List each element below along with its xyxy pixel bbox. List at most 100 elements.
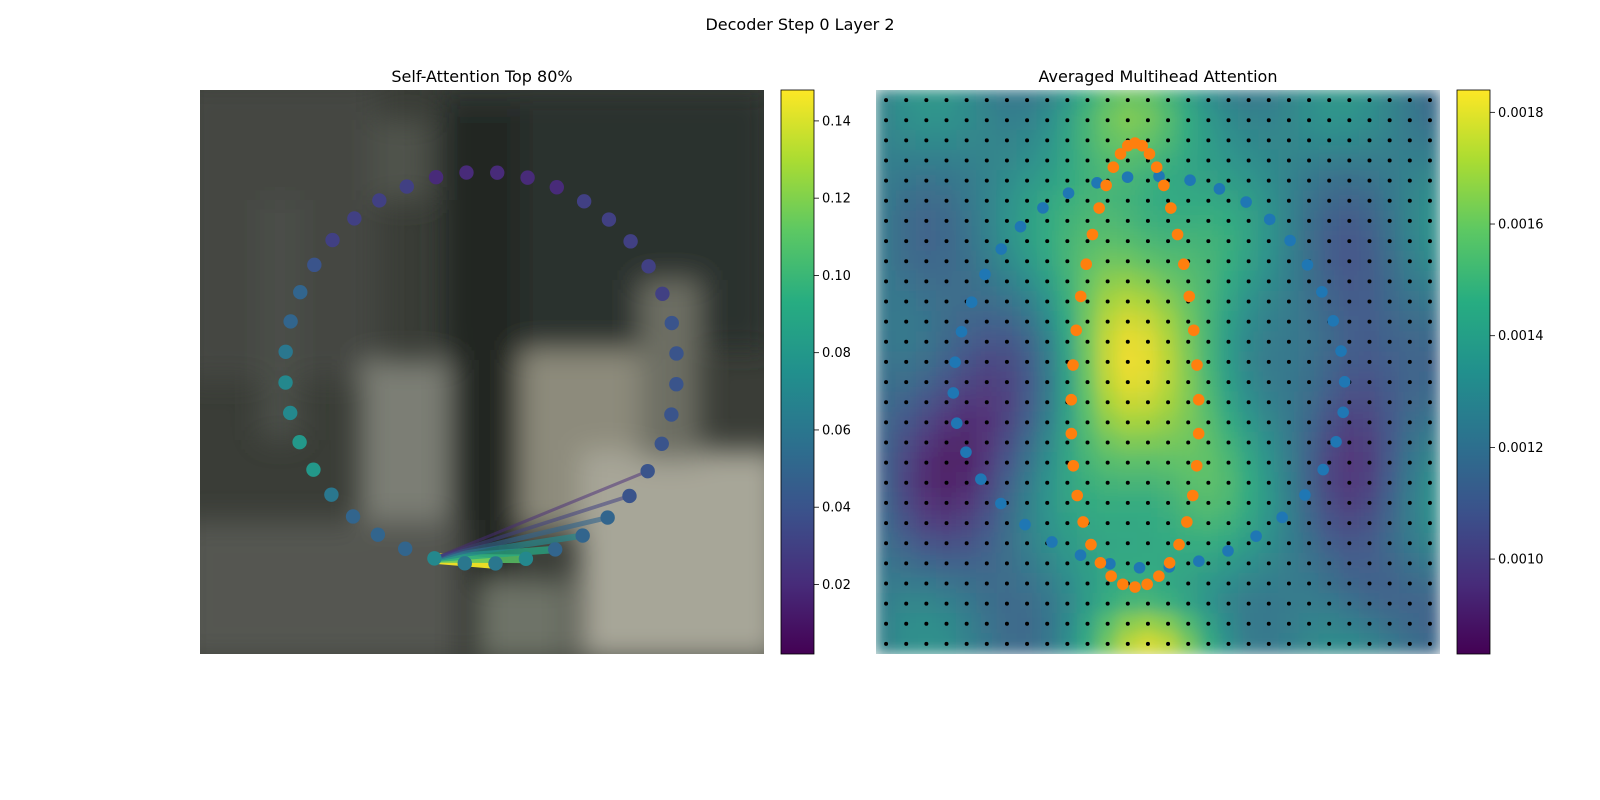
reference-dot xyxy=(1105,138,1110,143)
reference-dot xyxy=(1065,581,1070,586)
reference-dot xyxy=(1427,359,1432,364)
reference-dot xyxy=(1085,218,1090,223)
reference-dot xyxy=(1025,500,1030,505)
contour-point xyxy=(324,487,339,502)
reference-dot xyxy=(1186,480,1191,485)
reference-dot xyxy=(1246,420,1251,425)
reference-dot xyxy=(1307,178,1312,183)
reference-dot xyxy=(1407,521,1412,526)
reference-dot xyxy=(1266,521,1271,526)
reference-dot xyxy=(1125,339,1130,344)
reference-dot xyxy=(1025,299,1030,304)
reference-dot xyxy=(1266,440,1271,445)
reference-dot xyxy=(964,541,969,546)
reference-dot xyxy=(1125,98,1130,103)
right-colorbar-tick-label: 0.0016 xyxy=(1498,218,1544,233)
reference-dot xyxy=(1347,460,1352,465)
ground-truth-point xyxy=(1177,258,1190,271)
contour-point xyxy=(307,257,322,273)
reference-dot xyxy=(904,118,909,123)
reference-dot xyxy=(1025,198,1030,203)
reference-dot xyxy=(1427,319,1432,324)
reference-dot xyxy=(944,118,949,123)
reference-dot xyxy=(1025,178,1030,183)
reference-dot xyxy=(1367,541,1372,546)
reference-dot xyxy=(884,500,889,505)
reference-dot xyxy=(1427,118,1432,123)
reference-dot xyxy=(984,259,989,264)
reference-dot xyxy=(1045,319,1050,324)
reference-dot xyxy=(1085,500,1090,505)
reference-dot xyxy=(1226,601,1231,606)
reference-dot xyxy=(1105,641,1110,646)
reference-dot xyxy=(1045,440,1050,445)
reference-dot xyxy=(1407,319,1412,324)
reference-dot xyxy=(1286,460,1291,465)
reference-dot xyxy=(1407,138,1412,143)
reference-dot xyxy=(1347,339,1352,344)
reference-dot xyxy=(1206,98,1211,103)
reference-dot xyxy=(904,239,909,244)
reference-dot xyxy=(1307,299,1312,304)
reference-dot xyxy=(1266,541,1271,546)
predicted-point xyxy=(1276,511,1288,524)
left-panel-title: Self-Attention Top 80% xyxy=(391,67,572,86)
ground-truth-point xyxy=(1071,489,1084,502)
reference-dot xyxy=(1145,319,1150,324)
reference-dot xyxy=(924,118,929,123)
reference-dot xyxy=(1105,259,1110,264)
reference-dot xyxy=(1125,561,1130,566)
reference-dot xyxy=(1206,541,1211,546)
reference-dot xyxy=(1206,500,1211,505)
predicted-point xyxy=(1104,558,1116,570)
reference-dot xyxy=(1125,621,1130,626)
reference-dot xyxy=(964,98,969,103)
reference-dot xyxy=(1166,98,1171,103)
reference-dot xyxy=(904,178,909,183)
reference-dot xyxy=(1145,460,1150,465)
reference-dot xyxy=(1407,641,1412,646)
reference-dot xyxy=(1125,198,1130,203)
reference-dot xyxy=(944,98,949,103)
left-colorbar-tick-label: 0.12 xyxy=(822,192,851,207)
predicted-point xyxy=(955,325,968,338)
contour-point xyxy=(427,551,442,566)
contour-point xyxy=(548,542,563,557)
ground-truth-point xyxy=(1192,393,1205,406)
reference-dot xyxy=(1206,339,1211,344)
reference-dot xyxy=(924,420,929,425)
reference-dot xyxy=(1407,400,1412,405)
reference-dot xyxy=(1387,359,1392,364)
ground-truth-point xyxy=(1143,148,1156,160)
reference-dot xyxy=(1307,581,1312,586)
left-colorbar-tick-label: 0.08 xyxy=(822,346,851,361)
reference-dot xyxy=(1367,601,1372,606)
reference-dot xyxy=(1226,178,1231,183)
reference-dot xyxy=(1246,178,1251,183)
reference-dot xyxy=(1004,440,1009,445)
reference-dot xyxy=(1286,400,1291,405)
reference-dot xyxy=(924,601,929,606)
reference-dot xyxy=(1145,198,1150,203)
right-colorbar-tick-label: 0.0012 xyxy=(1498,441,1544,456)
reference-dot xyxy=(1186,118,1191,123)
reference-dot xyxy=(884,339,889,344)
reference-dot xyxy=(1286,500,1291,505)
predicted-point xyxy=(1091,176,1103,189)
contour-point xyxy=(372,193,387,208)
reference-dot xyxy=(1105,198,1110,203)
reference-dot xyxy=(1045,339,1050,344)
ground-truth-point xyxy=(1173,538,1185,551)
reference-dot xyxy=(1407,339,1412,344)
reference-dot xyxy=(1387,380,1392,385)
reference-dot xyxy=(964,521,969,526)
predicted-point xyxy=(1240,196,1252,208)
reference-dot xyxy=(884,198,889,203)
reference-dot xyxy=(1065,319,1070,324)
reference-dot xyxy=(1145,259,1150,264)
reference-dot xyxy=(964,198,969,203)
reference-dot xyxy=(944,521,949,526)
reference-dot xyxy=(924,561,929,566)
reference-dot xyxy=(964,259,969,264)
reference-dot xyxy=(1427,601,1432,606)
